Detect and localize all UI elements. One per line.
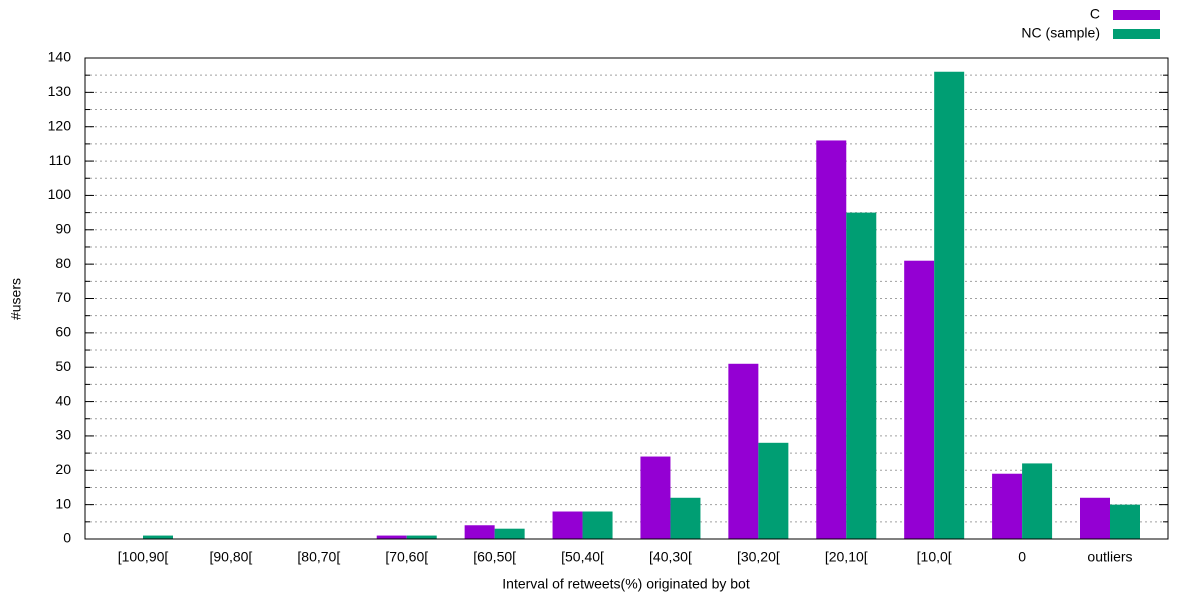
bar [406, 535, 437, 539]
y-tick-label: 0 [63, 530, 71, 546]
legend-label: NC (sample) [1021, 25, 1100, 41]
bar [934, 71, 965, 539]
x-tick-label: [50,40[ [561, 549, 604, 565]
bar [143, 535, 173, 539]
x-tick-label: 0 [1018, 549, 1026, 565]
plot-frame [84, 57, 1169, 540]
bar [1110, 504, 1140, 539]
bar [494, 528, 525, 539]
x-tick-label: [10,0[ [917, 549, 952, 565]
bar [582, 511, 613, 539]
y-tick-label: 130 [48, 83, 72, 99]
bar [846, 212, 877, 539]
x-tick-label: [20,10[ [825, 549, 868, 565]
y-tick-label: 120 [48, 117, 72, 133]
bar [728, 363, 759, 539]
y-tick-label: 80 [55, 255, 71, 271]
y-tick-label: 10 [55, 495, 71, 511]
x-tick-label: [100,90[ [118, 549, 169, 565]
x-tick-label: [90,80[ [209, 549, 252, 565]
legend-label: C [1090, 6, 1100, 22]
y-tick-label: 70 [55, 289, 71, 305]
y-tick-label: 110 [49, 152, 72, 168]
x-tick-label: [30,20[ [737, 549, 780, 565]
legend-swatch [1113, 29, 1160, 39]
bar [758, 442, 789, 539]
y-tick-label: 90 [55, 220, 71, 236]
bar [1080, 497, 1110, 539]
legend-swatch [1113, 10, 1160, 20]
y-tick-label: 140 [48, 49, 72, 65]
bar [640, 456, 671, 539]
bar [464, 525, 495, 539]
bar [904, 260, 935, 539]
x-tick-label: [40,30[ [649, 549, 692, 565]
y-tick-label: 60 [55, 324, 71, 340]
x-tick-label: [60,50[ [473, 549, 516, 565]
x-axis-label: Interval of retweets(%) originated by bo… [502, 576, 750, 592]
bar [1022, 463, 1053, 539]
bar [992, 473, 1023, 539]
y-axis-label: #users [8, 278, 24, 320]
y-tick-label: 20 [55, 461, 71, 477]
bar [376, 535, 407, 539]
x-tick-label: [70,60[ [385, 549, 428, 565]
bar [670, 497, 701, 539]
bar [816, 140, 847, 539]
y-tick-label: 30 [55, 427, 71, 443]
x-tick-label: [80,70[ [297, 549, 340, 565]
y-tick-label: 100 [48, 186, 72, 202]
bar [552, 511, 583, 539]
x-tick-label: outliers [1087, 549, 1132, 565]
y-tick-label: 50 [55, 358, 71, 374]
y-tick-label: 40 [55, 392, 71, 408]
